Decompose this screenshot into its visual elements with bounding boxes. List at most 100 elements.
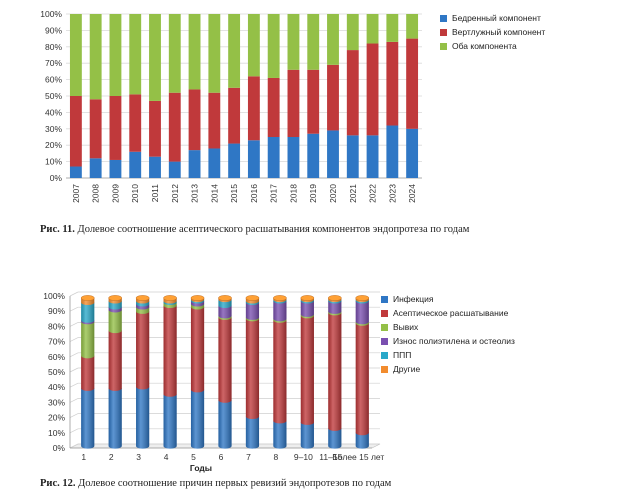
y-tick-label: 100% — [43, 291, 65, 301]
legend-swatch — [381, 310, 388, 317]
y-tick-label: 20% — [45, 140, 62, 150]
legend-swatch — [381, 324, 388, 331]
bar-segment-shading — [218, 305, 232, 319]
bar-segment — [307, 69, 320, 134]
bar-top-cap — [327, 295, 342, 301]
x-tick-label: 9–10 — [294, 452, 313, 462]
bar-segment-shading — [300, 422, 314, 449]
y-tick-label: 90% — [45, 25, 62, 35]
y-tick-label: 30% — [48, 397, 65, 407]
bar-segment-shading — [273, 420, 287, 449]
bar-segment — [346, 50, 359, 136]
figure-12-caption: Рис. 12. Долевое соотношение причин перв… — [40, 478, 391, 489]
legend-label: Асептическое расшатывание — [393, 308, 509, 318]
bar-segment-shading — [190, 389, 205, 449]
x-axis-title: Годы — [190, 463, 212, 473]
x-tick-label: 7 — [246, 452, 251, 462]
bar-top-cap — [245, 295, 260, 301]
bar-segment — [228, 14, 241, 88]
x-tick-label: 6 — [219, 452, 224, 462]
bar-segment — [228, 143, 241, 178]
bar-segment-shading — [328, 300, 342, 314]
bar-segment — [109, 14, 122, 96]
bar-segment — [188, 150, 201, 178]
bar-top-cap — [218, 295, 232, 301]
bar-segment — [327, 14, 339, 65]
bar-segment — [287, 137, 300, 178]
x-tick-label: 2024 — [407, 184, 417, 203]
bar-segment — [129, 14, 142, 95]
y-tick-label: 40% — [45, 107, 62, 117]
bar-segment — [386, 41, 399, 126]
bar-top-cap — [80, 295, 95, 301]
bar-segment — [287, 14, 300, 70]
x-tick-label: 2010 — [130, 184, 140, 203]
y-tick-label: 10% — [45, 157, 62, 167]
legend-swatch — [440, 15, 447, 22]
gridline-depth — [69, 322, 79, 327]
figure-11-label: Рис. 11. — [40, 224, 75, 235]
legend-label: Другие — [393, 364, 420, 374]
x-tick-label: 2 — [109, 452, 114, 462]
bar-segment-shading — [273, 300, 287, 322]
legend-swatch — [381, 366, 388, 373]
bar-segment-shading — [108, 309, 122, 334]
bar-segment — [188, 89, 201, 151]
bar-segment — [149, 100, 161, 157]
x-tick-label: 2019 — [308, 184, 318, 203]
bar-segment — [307, 133, 320, 178]
x-tick-label: 2013 — [190, 184, 200, 203]
y-tick-label: 50% — [45, 91, 62, 101]
x-tick-label: Более 15 лет — [332, 452, 384, 462]
y-tick-label: 60% — [45, 75, 62, 85]
legend-swatch — [381, 296, 388, 303]
figure-12-label: Рис. 12. — [40, 478, 76, 489]
bar-segment — [327, 130, 339, 178]
bar-segment — [247, 140, 260, 178]
legend-label: Вертлужный компонент — [452, 27, 545, 37]
bar-segment-shading — [245, 416, 260, 449]
bar-segment — [287, 69, 300, 137]
y-tick-label: 80% — [48, 321, 65, 331]
bar-segment-shading — [81, 355, 95, 391]
figure-11-text: Долевое соотношение асептического расшат… — [77, 224, 470, 235]
bar-segment — [366, 43, 379, 136]
legend-swatch — [440, 29, 447, 36]
legend-label: Инфекция — [393, 294, 434, 304]
bar-segment — [109, 96, 122, 160]
chart-aseptic-loosening-by-year: 0% 10% 20% 30% 40% 50% 60% 70% 80% 90% 100% 2007 200… — [40, 9, 545, 203]
bar-segment — [346, 135, 359, 178]
y-tick-label: 20% — [48, 413, 65, 423]
x-tick-label: 2015 — [229, 184, 239, 203]
bar-segment — [386, 125, 399, 178]
x-tick-label: 2018 — [288, 184, 298, 203]
legend-label: Бедренный компонент — [452, 13, 541, 23]
bar-top-cap — [135, 295, 150, 301]
figure-11-caption: Рис. 11. Долевое соотношение асептическо… — [40, 224, 469, 235]
x-tick-label: 1 — [81, 452, 86, 462]
bar-segment — [208, 92, 221, 149]
bar-segment — [129, 94, 142, 152]
y-tick-label: 0% — [50, 173, 63, 183]
y-tick-label: 60% — [48, 352, 65, 362]
y-tick-label: 10% — [48, 428, 65, 438]
bar-segment — [168, 14, 181, 93]
x-tick-label: 2017 — [269, 184, 279, 203]
x-tick-label: 5 — [191, 452, 196, 462]
bar-segment-shading — [81, 302, 95, 323]
bar-segment-shading — [355, 432, 369, 449]
bar-segment-shading — [300, 315, 314, 425]
bar-top-cap — [163, 295, 177, 301]
legend-label: Износ полиэтилена и остеолиз — [393, 336, 515, 346]
bar-top-cap — [355, 295, 370, 301]
bar-segment-shading — [81, 321, 95, 359]
bar-segment — [247, 14, 260, 77]
legend-label: ППП — [393, 350, 411, 360]
bar-segment-shading — [355, 323, 369, 436]
bar-segment — [89, 158, 102, 178]
legend-label: Оба компонента — [452, 41, 517, 51]
y-tick-label: 80% — [45, 42, 62, 52]
bar-segment — [208, 148, 221, 178]
bar-segment — [267, 137, 280, 178]
bar-segment — [168, 161, 181, 178]
